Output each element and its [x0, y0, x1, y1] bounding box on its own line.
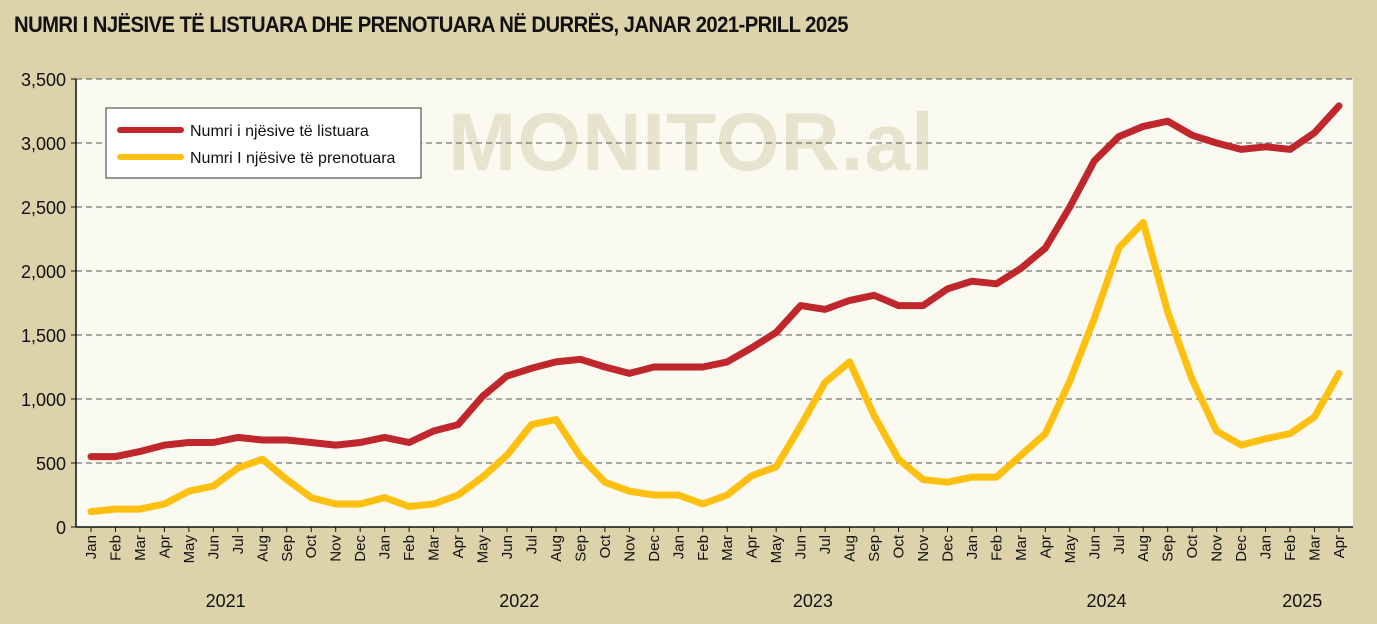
x-tick-label: Jan — [1258, 535, 1275, 559]
y-tick-label: 2,000 — [21, 262, 66, 282]
series-line-1 — [87, 218, 1343, 516]
x-tick-label: May — [475, 535, 492, 564]
x-tick-label: Dec — [352, 535, 369, 562]
x-tick-label: Mar — [1013, 535, 1030, 561]
x-tick-label: Oct — [303, 534, 320, 558]
x-tick-label: Jul — [1111, 535, 1128, 554]
x-tick-label: Apr — [450, 535, 467, 558]
x-tick-label: Nov — [621, 535, 638, 562]
x-tick-label: Apr — [1331, 535, 1348, 558]
x-tick-label: Oct — [597, 534, 614, 558]
x-tick-label: Aug — [548, 535, 565, 562]
y-tick-label: 1,500 — [21, 326, 66, 346]
y-tick-label: 2,500 — [21, 198, 66, 218]
y-tick-label: 3,000 — [21, 134, 66, 154]
x-tick-label: May — [181, 535, 198, 564]
x-tick-label: Jul — [230, 535, 247, 554]
x-tick-label: Aug — [842, 535, 859, 562]
legend-label-prenotuara: Numri I njësive të prenotuara — [190, 150, 396, 167]
x-tick-label: Aug — [254, 535, 271, 562]
x-tick-label: Mar — [719, 535, 736, 561]
x-tick-label: Oct — [891, 534, 908, 558]
x-tick-label: Nov — [1209, 535, 1226, 562]
series-layer — [87, 102, 1343, 516]
x-tick-label: Aug — [1135, 535, 1152, 562]
x-tick-label: Nov — [915, 535, 932, 562]
x-tick-label: Mar — [1307, 535, 1324, 561]
year-label: 2021 — [206, 591, 246, 611]
x-tick-label: Apr — [156, 535, 173, 558]
x-tick-label: May — [1062, 535, 1079, 564]
x-tick-label: Feb — [401, 535, 418, 561]
x-tick-label: Jan — [83, 535, 100, 559]
y-tick-label: 0 — [56, 518, 66, 538]
x-tick-label: Apr — [1037, 535, 1054, 558]
x-tick-label: Mar — [132, 535, 149, 561]
x-tick-label: Jun — [793, 535, 810, 559]
x-tick-label: Nov — [328, 535, 345, 562]
x-tick-label: Feb — [988, 535, 1005, 561]
x-tick-label: May — [768, 535, 785, 564]
year-label: 2022 — [499, 591, 539, 611]
x-tick-label: Feb — [1282, 535, 1299, 561]
x-tick-label: Feb — [107, 535, 124, 561]
x-tick-label: Sep — [866, 535, 883, 562]
legend: Numri i njësive të listuara Numri I njës… — [105, 107, 422, 179]
y-axis: 0 500 1,000 1,500 2,000 2,500 3,000 3,500 — [21, 70, 77, 538]
x-tick-label: Sep — [1160, 535, 1177, 562]
x-tick-label: Jul — [817, 535, 834, 554]
series-line-0 — [87, 102, 1343, 461]
y-tick-label: 3,500 — [21, 70, 66, 90]
x-tick-label: Mar — [426, 535, 443, 561]
x-tick-label: Sep — [572, 535, 589, 562]
legend-box — [105, 107, 422, 179]
x-tick-label: Jul — [523, 535, 540, 554]
x-tick-label: Dec — [646, 535, 663, 562]
y-tick-label: 500 — [36, 454, 66, 474]
x-tick-label: Jun — [1086, 535, 1103, 559]
x-tick-label: Feb — [695, 535, 712, 561]
x-tick-label: Dec — [939, 535, 956, 562]
x-tick-label: Jun — [205, 535, 222, 559]
chart-title: NUMRI I NJËSIVE TË LISTUARA DHE PRENOTUA… — [14, 12, 849, 37]
legend-label-listuara: Numri i njësive të listuara — [190, 123, 369, 140]
x-tick-label: Jan — [670, 535, 687, 559]
x-axis: Jan Feb Mar Apr May Jun Jul Aug Sep Oct Nov Dec Jan F… — [76, 526, 1353, 611]
year-label: 2025 — [1282, 591, 1322, 611]
x-tick-label: Oct — [1184, 534, 1201, 558]
x-tick-label: Apr — [744, 535, 761, 558]
x-tick-label: Jan — [377, 535, 394, 559]
x-tick-label: Jun — [499, 535, 516, 559]
x-tick-label: Jan — [964, 535, 981, 559]
y-tick-label: 1,000 — [21, 390, 66, 410]
year-label: 2024 — [1087, 591, 1127, 611]
x-tick-label: Dec — [1233, 535, 1250, 562]
x-tick-label: Sep — [279, 535, 296, 562]
year-label: 2023 — [793, 591, 833, 611]
